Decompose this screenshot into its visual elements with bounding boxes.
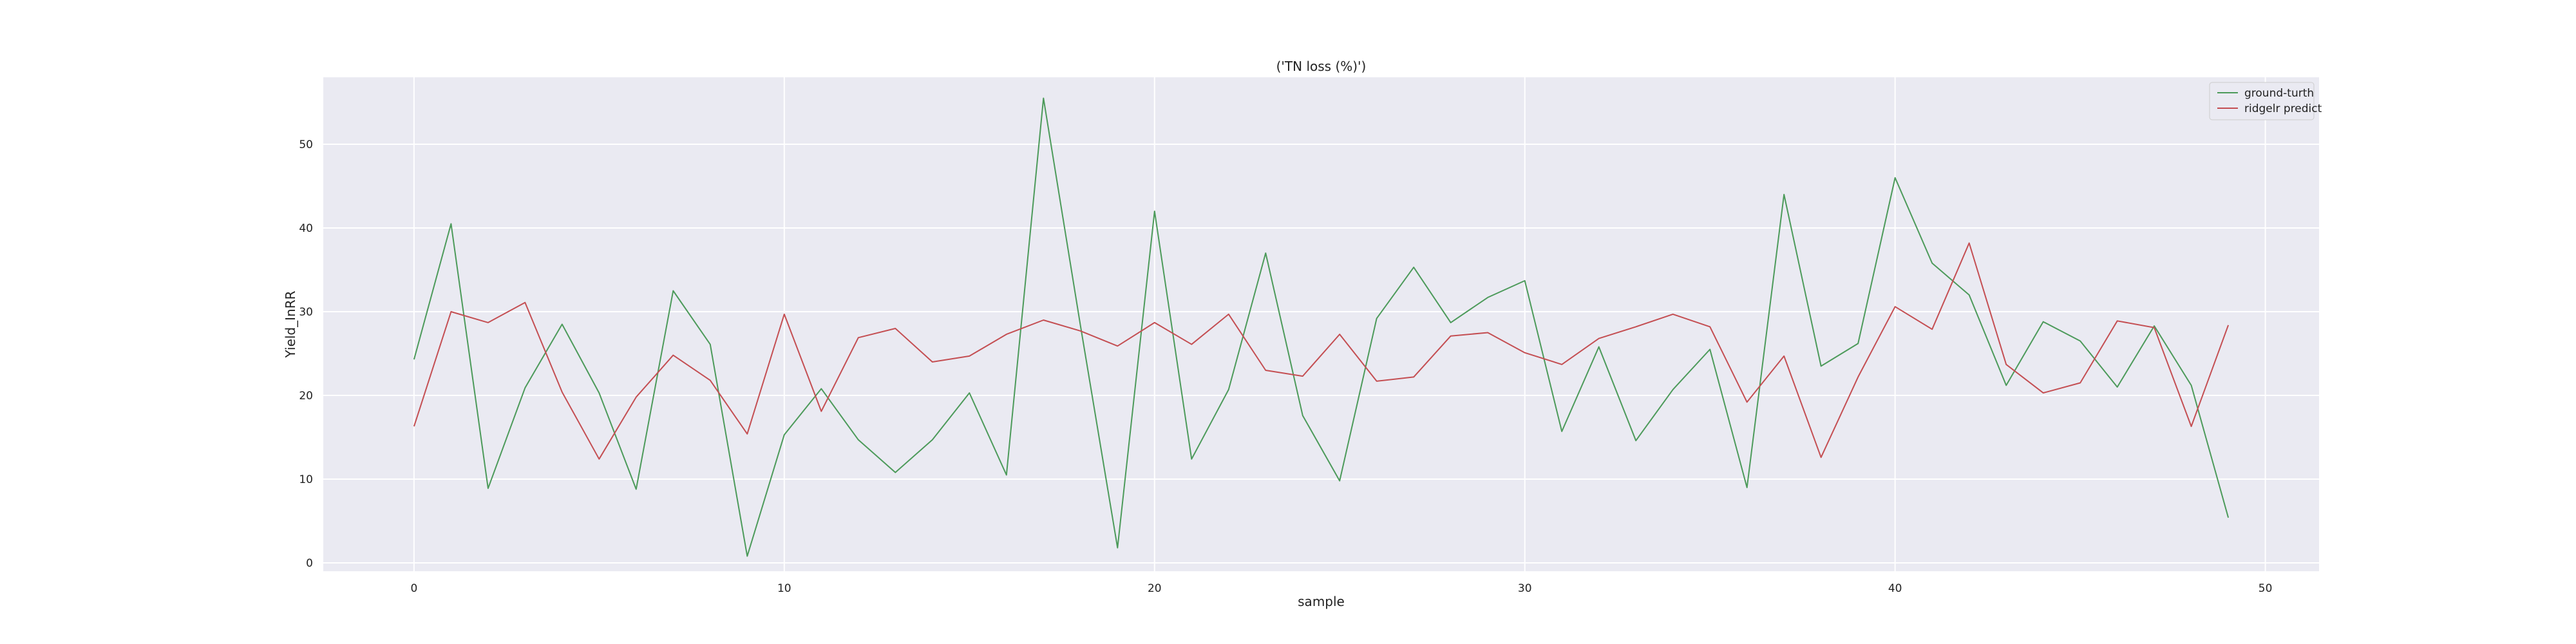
x-tick-label: 50 (2259, 582, 2273, 595)
plot-area (323, 77, 2319, 571)
x-tick-label: 20 (1148, 582, 1162, 595)
x-axis-label: sample (1298, 594, 1345, 609)
y-tick-label: 30 (299, 306, 313, 319)
series-layer (413, 97, 2230, 557)
y-axis-label: Yield_InRR (283, 290, 298, 358)
x-tick-label: 0 (410, 582, 417, 595)
x-axis-ticks: 0 10 20 30 40 50 (410, 582, 2272, 595)
x-tick-label: 30 (1518, 582, 1532, 595)
x-tick-label: 40 (1888, 582, 1902, 595)
legend-label-ground-turth: ground-turth (2244, 87, 2314, 100)
x-tick-label: 10 (777, 582, 791, 595)
series-line-ridgelr-predict (413, 242, 2230, 460)
y-tick-label: 0 (306, 557, 313, 570)
grid-lines (323, 77, 2319, 571)
series-line-ground-turth (413, 97, 2230, 557)
y-tick-label: 40 (299, 222, 313, 235)
y-tick-label: 50 (299, 138, 313, 151)
y-tick-label: 10 (299, 473, 313, 486)
y-tick-label: 20 (299, 390, 313, 402)
y-axis-ticks: 0 10 20 30 40 50 (299, 138, 313, 570)
chart-title: ('TN loss (%)') (1276, 59, 1367, 74)
legend-label-ridgelr-predict: ridgelr predict (2244, 102, 2322, 115)
legend-box (2209, 82, 2315, 120)
legend: ground-turth ridgelr predict (2209, 82, 2322, 120)
